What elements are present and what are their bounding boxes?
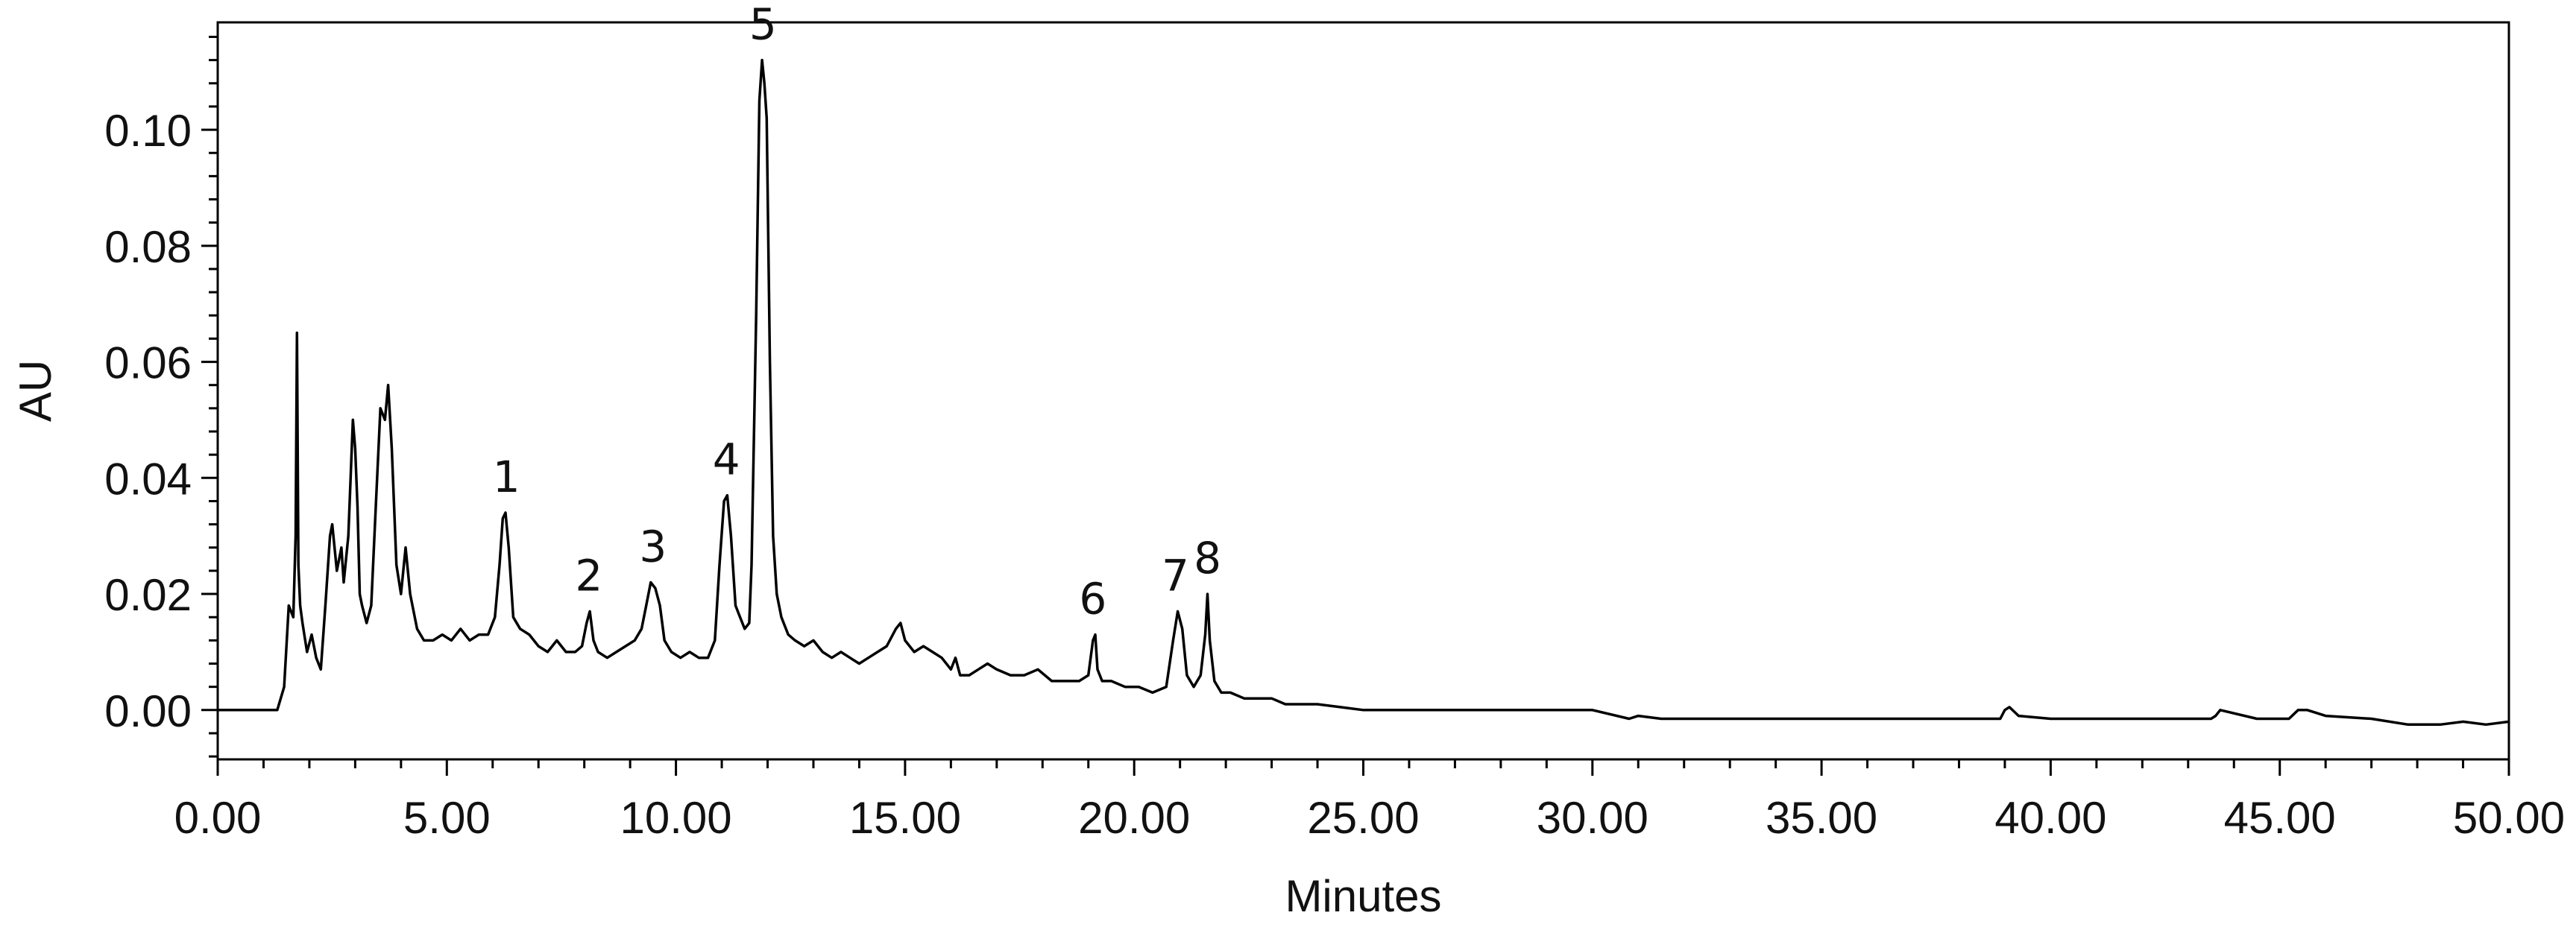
- x-axis-ticks: 0.00 5.00 10.00 15.00 20.00 25.00 30.00 35.00 40…: [174, 759, 2565, 843]
- y-tick-label: 0.06: [104, 338, 192, 388]
- peak-label: 5: [749, 0, 777, 50]
- x-tick-label: 45.00: [2224, 793, 2336, 843]
- y-tick-label: 0.10: [104, 106, 192, 156]
- plot-layer: [218, 58, 2510, 727]
- x-tick-label: 50.00: [2453, 793, 2565, 843]
- x-tick-label: 40.00: [1994, 793, 2106, 843]
- x-tick-label: 5.00: [403, 793, 491, 843]
- y-tick-label: 0.04: [104, 454, 192, 504]
- peak-label: 7: [1162, 550, 1189, 601]
- x-tick-label: 10.00: [620, 793, 732, 843]
- x-tick-label: 35.00: [1766, 793, 1877, 843]
- y-tick-label: 0.08: [104, 222, 192, 272]
- y-axis-title: AU: [10, 360, 60, 422]
- peak-label: 4: [713, 434, 740, 485]
- chromatogram-trace: [218, 58, 2510, 727]
- x-tick-label: 20.00: [1078, 793, 1190, 843]
- peak-label: 2: [575, 550, 602, 601]
- peak-labels: 1 234 5 6 7 8: [493, 0, 1221, 624]
- peak-label: 3: [639, 521, 667, 572]
- x-tick-label: 25.00: [1307, 793, 1419, 843]
- plot-area-frame: [216, 21, 2510, 761]
- peak-label: 8: [1194, 533, 1221, 583]
- peak-label: 1: [493, 452, 520, 502]
- x-tick-label: 30.00: [1537, 793, 1648, 843]
- y-tick-label: 0.02: [104, 570, 192, 620]
- x-axis-title: Minutes: [1285, 871, 1441, 921]
- peak-label: 6: [1079, 574, 1106, 624]
- y-tick-label: 0.00: [104, 686, 192, 736]
- y-axis-ticks: 0.00 0.02 0.04 0.06 0.08 0.10: [104, 35, 218, 758]
- x-tick-label: 15.00: [849, 793, 961, 843]
- x-tick-label: 0.00: [174, 793, 262, 843]
